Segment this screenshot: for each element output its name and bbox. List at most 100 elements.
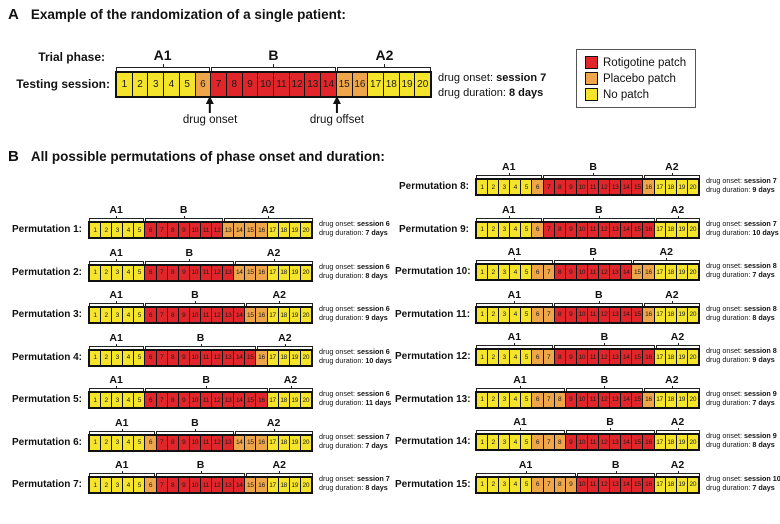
phase-bracket-tick xyxy=(116,301,118,304)
phase-bracket-tick xyxy=(671,300,673,304)
session-cell: 4 xyxy=(123,435,135,450)
phase-bracket-a1 xyxy=(88,216,144,221)
phase-bracket-tick xyxy=(677,343,679,346)
session-cell: 2 xyxy=(101,223,113,237)
session-cell: 18 xyxy=(278,223,290,237)
session-cell: 16 xyxy=(643,307,655,322)
permutation-row: Permutation 9: A1 B A2 1 2 3 4 5 6 7 8 9 10 11 12 13 14 15… xyxy=(395,204,780,247)
session-cell: 6 xyxy=(145,223,157,237)
session-bar: 1 2 3 4 5 6 7 8 9 10 11 12 13 14 15 16 17 18 19 20 xyxy=(475,263,700,281)
phase-bracket-row xyxy=(475,300,700,306)
session-cell: 1 xyxy=(477,392,489,407)
session-cell: 3 xyxy=(499,350,511,364)
session-cell: 18 xyxy=(665,392,677,407)
permutation-label: Permutation 14: xyxy=(395,436,471,447)
session-cell: 15 xyxy=(632,222,644,237)
phase-bracket-a2 xyxy=(644,173,700,178)
phase-label-row: A1 B A2 xyxy=(475,204,700,216)
session-cell: 19 xyxy=(676,307,688,322)
phase-bracket-tick xyxy=(604,385,606,389)
session-cell: 10 xyxy=(189,265,201,280)
phase-label-a2: A2 xyxy=(266,416,281,429)
phase-bracket-b xyxy=(156,471,245,476)
session-cell: 1 xyxy=(90,265,102,280)
session-cell: 13 xyxy=(223,223,235,237)
panel-a-drug-annotation: drug onset: session 7 drug duration: 8 d… xyxy=(438,71,546,100)
session-cell: 16 xyxy=(256,478,268,492)
session-cell: 14 xyxy=(621,307,633,322)
phase-label-b: B xyxy=(611,458,620,471)
session-cell: 1 xyxy=(117,73,133,96)
session-cell: 5 xyxy=(134,435,146,450)
drug-duration-text: drug duration: 9 days xyxy=(706,355,775,365)
permutations-left-column: Permutation 1: A1 B A2 1 2 3 4 5 6 7 8 9 10 11 12 13 14 15… xyxy=(8,204,392,502)
phase-bracket-tick xyxy=(273,258,275,262)
session-cell: 16 xyxy=(643,435,655,449)
drug-duration-text: drug duration: 8 days xyxy=(438,86,544,99)
session-cell: 12 xyxy=(599,222,611,237)
session-cell: 2 xyxy=(101,265,113,280)
permutation-label: Permutation 5: xyxy=(11,394,82,405)
session-cell: 8 xyxy=(167,308,179,322)
drug-duration-text: drug duration: 10 days xyxy=(319,355,392,365)
session-cell: 11 xyxy=(200,478,213,492)
session-cell: 5 xyxy=(134,265,146,280)
session-cell: 5 xyxy=(134,478,146,492)
session-cell: 1 xyxy=(90,350,102,365)
session-bar: 1 2 3 4 5 6 7 8 9 10 11 12 13 14 15 16 17 18 19 20 xyxy=(88,306,313,324)
session-cell: 11 xyxy=(587,180,600,194)
session-cell: 2 xyxy=(488,307,500,322)
phase-bracket-tick xyxy=(116,258,118,262)
phase-label-a1: A1 xyxy=(109,289,123,301)
session-cell: 10 xyxy=(576,180,588,194)
session-cell: 11 xyxy=(587,307,600,322)
phase-label-a2: A2 xyxy=(665,373,679,386)
drug-onset-arrow-label: drug onset xyxy=(182,114,238,126)
session-cell: 13 xyxy=(223,393,235,407)
session-cell: 6 xyxy=(195,73,212,96)
session-cell: 18 xyxy=(665,222,677,237)
drug-annotation: drug onset: session 6 drug duration: 9 da… xyxy=(319,304,390,323)
session-cell: 16 xyxy=(256,435,268,450)
permutation-label: Permutation 4: xyxy=(11,351,82,363)
session-cell: 17 xyxy=(654,307,666,322)
phase-bracket-row xyxy=(475,257,700,263)
session-bar: 1 2 3 4 5 6 7 8 9 10 11 12 13 14 15 16 17 18 19 20 xyxy=(475,220,700,239)
session-cell: 11 xyxy=(587,222,600,237)
phase-bracket-tick xyxy=(598,300,600,304)
session-cell: 14 xyxy=(234,350,246,365)
session-cell: 7 xyxy=(543,222,555,237)
permutation-session-bar: A1 B A2 1 2 3 4 5 6 7 8 9 10 11 12 13 14 15 16 17 18 19 20 xyxy=(88,332,313,367)
phase-bracket-tick xyxy=(593,258,595,261)
session-cell: 12 xyxy=(599,392,611,407)
phase-label-b: B xyxy=(196,459,205,471)
phase-bracket-b xyxy=(543,173,644,178)
session-cell: 20 xyxy=(687,435,698,449)
session-cell: 8 xyxy=(167,478,179,492)
permutation-label: Permutation 8: xyxy=(398,181,469,192)
drug-onset-text: drug onset: session 8 xyxy=(706,303,777,313)
phase-bracket-tick xyxy=(520,428,521,431)
session-cell: 16 xyxy=(256,393,268,407)
phase-bracket-a2 xyxy=(223,216,313,221)
drug-onset-text: drug onset: session 6 xyxy=(319,389,390,398)
phase-bracket-tick xyxy=(279,301,281,304)
session-cell: 16 xyxy=(643,477,655,492)
phase-label-row: A1 B A2 xyxy=(475,246,700,258)
session-cell: 18 xyxy=(383,73,400,96)
session-cell: 20 xyxy=(687,180,698,194)
phase-bracket-tick xyxy=(268,216,269,219)
session-cell: 7 xyxy=(543,477,555,492)
session-cell: 19 xyxy=(676,180,688,194)
session-cell: 15 xyxy=(245,393,257,407)
phase-bracket-b xyxy=(156,428,234,434)
session-cell: 17 xyxy=(267,308,279,322)
session-bar: 1 2 3 4 5 6 7 8 9 10 11 12 13 14 15 16 17 18 19 20 xyxy=(88,221,313,239)
phase-bracket-row xyxy=(88,215,313,221)
session-cell: 15 xyxy=(245,350,257,365)
legend-swatch xyxy=(585,56,598,69)
phase-label-row: A1 B A2 xyxy=(475,161,700,173)
session-cell: 19 xyxy=(289,435,301,450)
session-cell: 9 xyxy=(178,435,190,450)
drug-duration-text: drug duration: 10 days xyxy=(706,227,779,237)
